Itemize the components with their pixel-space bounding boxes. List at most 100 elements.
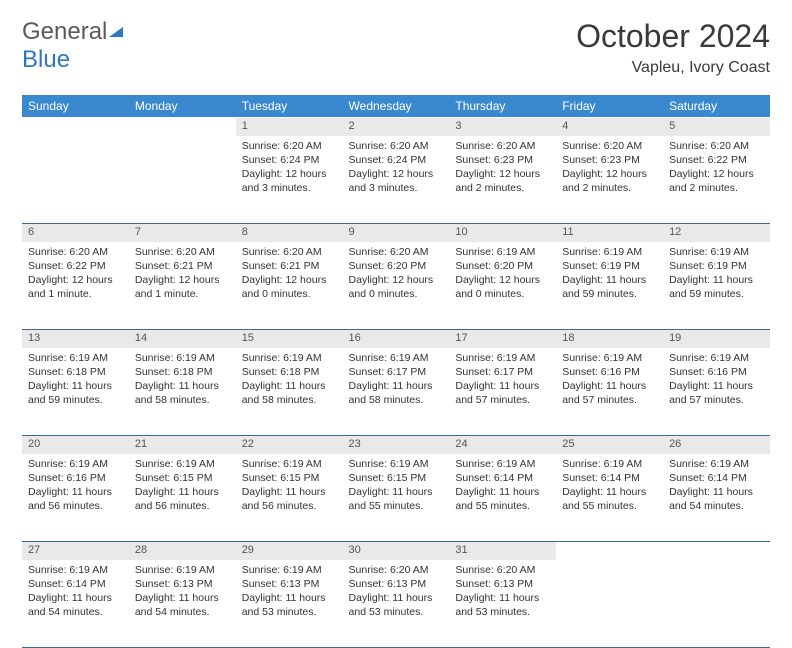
day-number-cell: 5 (663, 118, 770, 136)
sunrise-line: Sunrise: 6:19 AM (349, 457, 444, 471)
day-cell: Sunrise: 6:20 AMSunset: 6:21 PMDaylight:… (236, 242, 343, 330)
day-cell: Sunrise: 6:19 AMSunset: 6:19 PMDaylight:… (556, 242, 663, 330)
weekday-header: Thursday (449, 95, 556, 118)
sunset-line: Sunset: 6:16 PM (669, 365, 764, 379)
sunrise-line: Sunrise: 6:20 AM (349, 563, 444, 577)
daynum-row: 20212223242526 (22, 436, 770, 454)
day-cell-body: Sunrise: 6:20 AMSunset: 6:23 PMDaylight:… (449, 136, 556, 202)
day-number-cell: 15 (236, 330, 343, 348)
daylight-line: Daylight: 12 hours and 3 minutes. (349, 167, 444, 195)
sunrise-line: Sunrise: 6:20 AM (349, 139, 444, 153)
day-number-cell: 19 (663, 330, 770, 348)
daynum-row: 12345 (22, 118, 770, 136)
day-cell: Sunrise: 6:20 AMSunset: 6:24 PMDaylight:… (343, 136, 450, 224)
daylight-line: Daylight: 11 hours and 53 minutes. (242, 591, 337, 619)
week-row: Sunrise: 6:19 AMSunset: 6:18 PMDaylight:… (22, 348, 770, 436)
sunset-line: Sunset: 6:14 PM (28, 577, 123, 591)
day-cell-body: Sunrise: 6:19 AMSunset: 6:15 PMDaylight:… (343, 454, 450, 520)
day-number-cell: 24 (449, 436, 556, 454)
day-cell: Sunrise: 6:20 AMSunset: 6:20 PMDaylight:… (343, 242, 450, 330)
day-cell: Sunrise: 6:20 AMSunset: 6:13 PMDaylight:… (343, 560, 450, 648)
sunset-line: Sunset: 6:20 PM (455, 259, 550, 273)
daylight-line: Daylight: 11 hours and 58 minutes. (242, 379, 337, 407)
sunset-line: Sunset: 6:21 PM (135, 259, 230, 273)
sunrise-line: Sunrise: 6:19 AM (135, 457, 230, 471)
day-cell: Sunrise: 6:19 AMSunset: 6:13 PMDaylight:… (129, 560, 236, 648)
day-number-cell: 23 (343, 436, 450, 454)
weekday-header-row: SundayMondayTuesdayWednesdayThursdayFrid… (22, 95, 770, 118)
day-cell: Sunrise: 6:19 AMSunset: 6:17 PMDaylight:… (449, 348, 556, 436)
day-number-cell: 21 (129, 436, 236, 454)
day-cell-body: Sunrise: 6:19 AMSunset: 6:18 PMDaylight:… (129, 348, 236, 414)
day-number-cell: 26 (663, 436, 770, 454)
sunrise-line: Sunrise: 6:19 AM (135, 563, 230, 577)
sunset-line: Sunset: 6:14 PM (455, 471, 550, 485)
day-number-cell: 30 (343, 542, 450, 560)
day-number-cell: 6 (22, 224, 129, 242)
day-number-cell: 16 (343, 330, 450, 348)
daylight-line: Daylight: 11 hours and 57 minutes. (455, 379, 550, 407)
day-cell: Sunrise: 6:20 AMSunset: 6:22 PMDaylight:… (663, 136, 770, 224)
day-cell: Sunrise: 6:20 AMSunset: 6:13 PMDaylight:… (449, 560, 556, 648)
sunrise-line: Sunrise: 6:19 AM (562, 457, 657, 471)
day-cell: Sunrise: 6:19 AMSunset: 6:19 PMDaylight:… (663, 242, 770, 330)
sunrise-line: Sunrise: 6:19 AM (242, 457, 337, 471)
daylight-line: Daylight: 11 hours and 59 minutes. (562, 273, 657, 301)
daylight-line: Daylight: 11 hours and 54 minutes. (669, 485, 764, 513)
day-number-cell: 29 (236, 542, 343, 560)
sunset-line: Sunset: 6:21 PM (242, 259, 337, 273)
logo: General Blue (22, 18, 123, 74)
empty-daynum-cell (556, 542, 663, 560)
day-number-cell: 18 (556, 330, 663, 348)
day-cell: Sunrise: 6:20 AMSunset: 6:23 PMDaylight:… (449, 136, 556, 224)
title-block: October 2024 Vapleu, Ivory Coast (576, 18, 770, 77)
day-cell: Sunrise: 6:19 AMSunset: 6:16 PMDaylight:… (22, 454, 129, 542)
day-cell-body: Sunrise: 6:20 AMSunset: 6:24 PMDaylight:… (236, 136, 343, 202)
day-cell-body: Sunrise: 6:19 AMSunset: 6:13 PMDaylight:… (129, 560, 236, 626)
day-number-cell: 11 (556, 224, 663, 242)
daylight-line: Daylight: 11 hours and 59 minutes. (28, 379, 123, 407)
day-number-cell: 8 (236, 224, 343, 242)
day-cell-body: Sunrise: 6:19 AMSunset: 6:16 PMDaylight:… (663, 348, 770, 414)
sunset-line: Sunset: 6:22 PM (28, 259, 123, 273)
week-row: Sunrise: 6:20 AMSunset: 6:24 PMDaylight:… (22, 136, 770, 224)
day-cell-body: Sunrise: 6:19 AMSunset: 6:19 PMDaylight:… (663, 242, 770, 308)
day-number-cell: 12 (663, 224, 770, 242)
day-cell-body: Sunrise: 6:19 AMSunset: 6:16 PMDaylight:… (556, 348, 663, 414)
logo-text: General Blue (22, 18, 123, 74)
sunrise-line: Sunrise: 6:19 AM (135, 351, 230, 365)
day-number-cell: 10 (449, 224, 556, 242)
daylight-line: Daylight: 11 hours and 58 minutes. (349, 379, 444, 407)
daylight-line: Daylight: 12 hours and 3 minutes. (242, 167, 337, 195)
sunrise-line: Sunrise: 6:20 AM (242, 139, 337, 153)
daylight-line: Daylight: 11 hours and 59 minutes. (669, 273, 764, 301)
sunset-line: Sunset: 6:14 PM (562, 471, 657, 485)
day-cell-body: Sunrise: 6:20 AMSunset: 6:22 PMDaylight:… (663, 136, 770, 202)
sunrise-line: Sunrise: 6:19 AM (455, 245, 550, 259)
day-number-cell: 27 (22, 542, 129, 560)
logo-word-2: Blue (22, 46, 70, 73)
sunrise-line: Sunrise: 6:19 AM (349, 351, 444, 365)
sunrise-line: Sunrise: 6:20 AM (242, 245, 337, 259)
day-number-cell: 1 (236, 118, 343, 136)
day-cell-body: Sunrise: 6:19 AMSunset: 6:14 PMDaylight:… (449, 454, 556, 520)
logo-triangle-icon (109, 18, 123, 32)
day-cell-body: Sunrise: 6:19 AMSunset: 6:15 PMDaylight:… (236, 454, 343, 520)
sunrise-line: Sunrise: 6:20 AM (455, 563, 550, 577)
week-row: Sunrise: 6:20 AM Sunset: 6:22 PM Daylight:… (22, 242, 770, 330)
day-number-cell: 3 (449, 118, 556, 136)
day-number-cell: 13 (22, 330, 129, 348)
day-number-cell: 14 (129, 330, 236, 348)
header: General Blue October 2024 Vapleu, Ivory … (22, 18, 770, 77)
sunset-line: Sunset: 6:13 PM (349, 577, 444, 591)
day-cell-body: Sunrise: 6:19 AMSunset: 6:17 PMDaylight:… (449, 348, 556, 414)
sunset-line: Sunset: 6:16 PM (562, 365, 657, 379)
day-cell-body: Sunrise: 6:20 AMSunset: 6:21 PMDaylight:… (236, 242, 343, 308)
day-number-cell: 25 (556, 436, 663, 454)
daynum-row: 2728293031 (22, 542, 770, 560)
empty-cell (663, 560, 770, 648)
sunset-line: Sunset: 6:19 PM (669, 259, 764, 273)
sunrise-line: Sunrise: 6:19 AM (669, 245, 764, 259)
weekday-header: Monday (129, 95, 236, 118)
empty-cell (556, 560, 663, 648)
